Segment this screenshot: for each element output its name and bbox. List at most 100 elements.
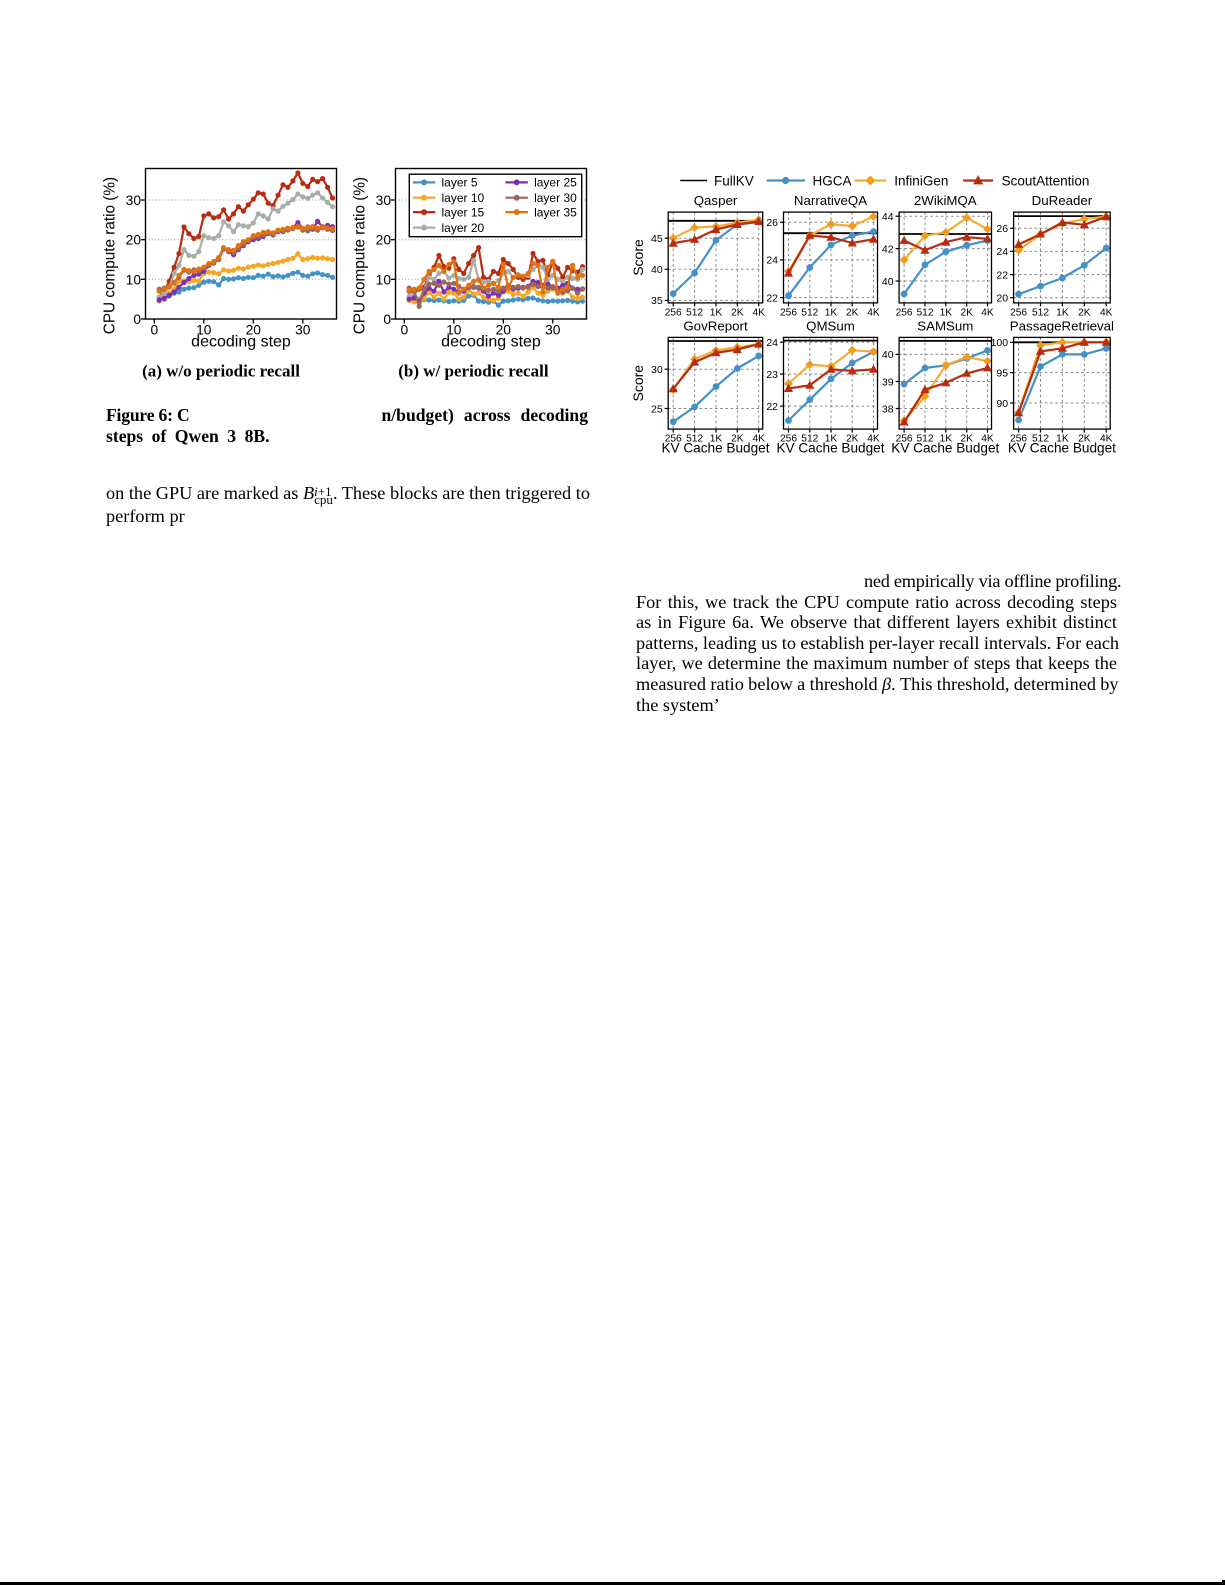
svg-text:39: 39	[882, 376, 894, 388]
svg-text:4K: 4K	[1100, 307, 1113, 318]
svg-text:512: 512	[917, 434, 934, 445]
svg-text:4K: 4K	[867, 434, 880, 445]
svg-text:2K: 2K	[1078, 307, 1091, 318]
svg-text:decoding step: decoding step	[191, 334, 291, 351]
svg-text:0: 0	[383, 312, 391, 327]
svg-text:HGCA: HGCA	[813, 174, 852, 189]
svg-text:2K: 2K	[731, 434, 744, 445]
svg-text:layer 5: layer 5	[442, 176, 478, 190]
svg-text:layer 30: layer 30	[534, 191, 577, 205]
svg-text:512: 512	[917, 307, 934, 318]
svg-text:20: 20	[996, 293, 1008, 305]
svg-text:100: 100	[991, 337, 1009, 349]
svg-text:26: 26	[766, 217, 778, 229]
svg-text:10: 10	[376, 272, 392, 287]
svg-text:30: 30	[376, 193, 392, 208]
svg-text:4K: 4K	[1100, 434, 1113, 445]
svg-text:23: 23	[766, 369, 778, 381]
svg-text:38: 38	[882, 403, 894, 415]
svg-text:1K: 1K	[710, 307, 723, 318]
svg-text:KV Cache Budget: KV Cache Budget	[661, 441, 769, 456]
svg-text:Score: Score	[630, 239, 646, 276]
svg-text:256: 256	[665, 434, 682, 445]
svg-text:256: 256	[780, 307, 797, 318]
svg-text:2K: 2K	[1078, 434, 1091, 445]
svg-text:QMSum: QMSum	[806, 318, 855, 333]
svg-text:KV Cache Budget: KV Cache Budget	[891, 441, 999, 456]
svg-text:256: 256	[665, 307, 682, 318]
svg-text:512: 512	[801, 307, 818, 318]
svg-text:layer 15: layer 15	[442, 205, 485, 219]
svg-text:GovReport: GovReport	[683, 318, 748, 333]
svg-text:22: 22	[996, 269, 1008, 281]
svg-text:4K: 4K	[752, 307, 765, 318]
svg-text:KV Cache Budget: KV Cache Budget	[1008, 441, 1116, 456]
svg-text:35: 35	[651, 295, 663, 307]
svg-text:30: 30	[295, 322, 311, 337]
svg-text:512: 512	[1032, 434, 1049, 445]
svg-text:30: 30	[651, 364, 663, 376]
svg-text:10: 10	[126, 272, 142, 287]
svg-text:256: 256	[896, 307, 913, 318]
svg-text:(a) w/o periodic recall: (a) w/o periodic recall	[142, 362, 300, 381]
svg-text:4K: 4K	[981, 434, 994, 445]
svg-text:30: 30	[126, 193, 142, 208]
svg-text:DuReader: DuReader	[1032, 193, 1093, 208]
svg-text:KV Cache Budget: KV Cache Budget	[776, 441, 884, 456]
svg-text:0: 0	[400, 322, 408, 337]
svg-text:decoding step: decoding step	[441, 334, 541, 351]
svg-text:45: 45	[651, 233, 663, 245]
svg-text:512: 512	[686, 434, 703, 445]
svg-text:512: 512	[1032, 307, 1049, 318]
svg-text:layer 20: layer 20	[442, 221, 485, 235]
svg-text:2K: 2K	[846, 307, 859, 318]
svg-text:22: 22	[766, 401, 778, 413]
svg-text:1K: 1K	[940, 434, 953, 445]
svg-text:10: 10	[196, 322, 212, 337]
svg-text:Qasper: Qasper	[694, 193, 738, 208]
svg-text:24: 24	[766, 337, 778, 349]
svg-text:layer 25: layer 25	[534, 176, 577, 190]
svg-text:25: 25	[651, 403, 663, 415]
svg-text:20: 20	[246, 322, 262, 337]
svg-text:Score: Score	[630, 365, 646, 402]
svg-text:256: 256	[1010, 307, 1027, 318]
svg-text:256: 256	[896, 434, 913, 445]
svg-text:24: 24	[766, 255, 778, 267]
svg-text:2K: 2K	[960, 434, 973, 445]
svg-text:4K: 4K	[752, 434, 765, 445]
svg-text:22: 22	[766, 292, 778, 304]
svg-text:20: 20	[126, 233, 142, 248]
svg-text:2WikiMQA: 2WikiMQA	[914, 193, 977, 208]
svg-text:CPU compute ratio (%): CPU compute ratio (%)	[351, 177, 368, 334]
svg-text:512: 512	[801, 434, 818, 445]
svg-text:0: 0	[133, 312, 141, 327]
svg-text:NarrativeQA: NarrativeQA	[794, 193, 867, 208]
svg-text:1K: 1K	[940, 307, 953, 318]
svg-text:layer 10: layer 10	[442, 191, 485, 205]
svg-text:20: 20	[376, 233, 392, 248]
svg-text:256: 256	[780, 434, 797, 445]
svg-text:2K: 2K	[846, 434, 859, 445]
svg-text:1K: 1K	[710, 434, 723, 445]
svg-text:1K: 1K	[1056, 307, 1069, 318]
svg-text:95: 95	[996, 367, 1008, 379]
svg-text:44: 44	[882, 211, 894, 223]
svg-text:26: 26	[996, 223, 1008, 235]
svg-text:4K: 4K	[867, 307, 880, 318]
svg-text:30: 30	[545, 322, 561, 337]
svg-text:0: 0	[150, 322, 158, 337]
svg-text:90: 90	[996, 398, 1008, 410]
svg-text:42: 42	[882, 243, 894, 255]
svg-text:CPU compute ratio (%): CPU compute ratio (%)	[101, 177, 118, 334]
svg-text:InfiniGen: InfiniGen	[894, 174, 948, 189]
svg-text:1K: 1K	[825, 434, 838, 445]
svg-text:SAMSum: SAMSum	[917, 318, 973, 333]
svg-text:2K: 2K	[960, 307, 973, 318]
svg-text:1K: 1K	[825, 307, 838, 318]
svg-text:ScoutAttention: ScoutAttention	[1002, 174, 1090, 189]
svg-text:layer 35: layer 35	[534, 205, 577, 219]
svg-text:40: 40	[882, 349, 894, 361]
svg-text:24: 24	[996, 246, 1008, 258]
svg-text:1K: 1K	[1056, 434, 1069, 445]
